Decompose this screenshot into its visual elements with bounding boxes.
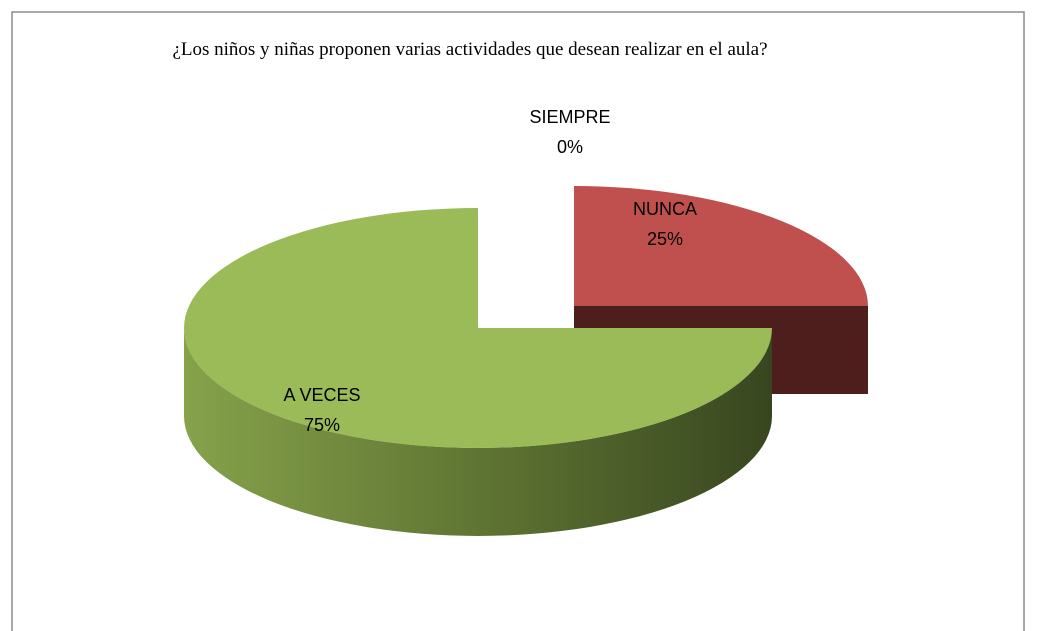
chart-title: ¿Los niños y niñas proponen varias activ…: [172, 39, 768, 60]
chart-frame: [11, 11, 1025, 631]
slice-label: A VECES: [283, 385, 360, 405]
slice-side: [184, 328, 772, 536]
slice-value-label: 75%: [304, 415, 340, 435]
slice-label: NUNCA: [633, 199, 697, 219]
slice: [574, 186, 868, 306]
slice-value-label: 0%: [557, 137, 583, 157]
slice: [184, 208, 772, 448]
slice-value-label: 25%: [647, 229, 683, 249]
slice-label: SIEMPRE: [529, 107, 610, 127]
